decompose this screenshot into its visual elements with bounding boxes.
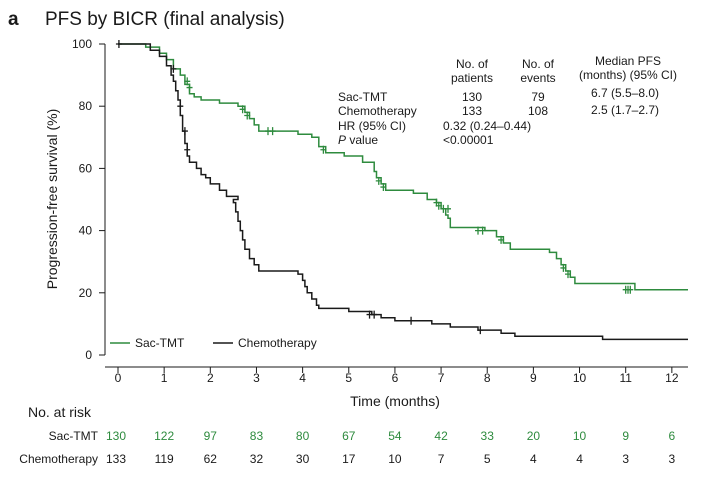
sac-tmt-censor-mark [239, 105, 246, 114]
sac-tmt-censor-mark [244, 111, 251, 120]
chemotherapy-at-risk-value: 133 [106, 452, 126, 466]
sac-tmt-censor-mark [184, 77, 191, 86]
x-tick-label: 8 [484, 371, 491, 385]
chemotherapy-at-risk-value: 3 [622, 452, 629, 466]
x-tick-label: 3 [253, 371, 260, 385]
y-tick-label: 100 [72, 37, 92, 51]
chemotherapy-at-risk-value: 3 [669, 452, 676, 466]
stats-hr-label: HR (95% CI) [338, 119, 406, 133]
legend-label-sac: Sac-TMT [135, 336, 185, 350]
stats-events-sac: 79 [531, 90, 545, 104]
sac-tmt-censor-mark [479, 226, 486, 235]
chemotherapy-at-risk-value: 119 [155, 452, 174, 466]
stats-patients-sac: 130 [462, 90, 482, 104]
sac-tmt-censor-mark [269, 127, 276, 136]
risk-row-label-sac: Sac-TMT [49, 429, 99, 443]
x-tick-label: 5 [345, 371, 352, 385]
sac-tmt-censor-mark [627, 285, 634, 294]
header-events: No. of events [520, 57, 555, 85]
sac-tmt-at-risk-value: 80 [296, 429, 310, 443]
panel-letter: a [8, 9, 19, 30]
sac-tmt-at-risk-value: 6 [669, 429, 676, 443]
x-tick-label: 6 [392, 371, 399, 385]
sac-tmt-at-risk-value: 10 [573, 429, 587, 443]
sac-tmt-censor-mark [375, 176, 382, 185]
x-tick-label: 0 [115, 371, 122, 385]
chemotherapy-at-risk-value: 32 [250, 452, 264, 466]
header-median: Median PFS (months) (95% CI) [579, 54, 677, 82]
stats-p-label: P value [338, 133, 378, 147]
legend-label-chemo: Chemotherapy [238, 336, 317, 350]
sac-tmt-censor-mark [186, 83, 193, 92]
sac-tmt-at-risk-value: 130 [106, 429, 126, 443]
chemotherapy-censor-mark [408, 316, 415, 325]
risk-table-title: No. at risk [28, 404, 92, 420]
x-axis-label: Time (months) [350, 393, 440, 409]
stats-hr-value: 0.32 (0.24–0.44) [443, 119, 531, 133]
chemotherapy-censor-mark [477, 326, 484, 335]
chemotherapy-censor-mark [181, 127, 188, 136]
y-tick-label: 60 [79, 161, 93, 175]
x-tick-label: 10 [573, 371, 587, 385]
stats-row-label-sac: Sac-TMT [338, 90, 388, 104]
chemotherapy-censor-mark [177, 102, 184, 111]
censor-marks [115, 40, 634, 335]
stats-patients-chemo: 133 [462, 104, 482, 118]
chemotherapy-censor-mark [371, 310, 378, 319]
y-axis-label: Progression-free survival (%) [44, 109, 60, 290]
y-tick-label: 80 [79, 99, 93, 113]
risk-row-label-chemo: Chemotherapy [19, 452, 98, 466]
chart-title: PFS by BICR (final analysis) [45, 9, 285, 30]
sac-tmt-censor-mark [498, 235, 505, 244]
sac-tmt-censor-mark [445, 204, 451, 213]
sac-tmt-censor-mark [435, 201, 442, 210]
x-tick-label: 9 [530, 371, 537, 385]
chemotherapy-at-risk-value: 7 [438, 452, 445, 466]
chemotherapy-at-risk-value: 30 [296, 452, 310, 466]
sac-tmt-at-risk-value: 122 [154, 429, 174, 443]
header-patients: No. of patients [451, 57, 493, 85]
y-tick-label: 0 [85, 348, 92, 362]
sac-tmt-censor-mark [565, 270, 571, 279]
x-tick-label: 4 [299, 371, 306, 385]
sac-tmt-censor-mark [380, 183, 387, 192]
sac-tmt-at-risk-value: 54 [388, 429, 402, 443]
stats-median-chemo: 2.5 (1.7–2.7) [591, 103, 659, 117]
chemotherapy-at-risk-value: 10 [388, 452, 402, 466]
chemotherapy-censor-mark [170, 64, 177, 73]
stats-table: No. of patients No. of events Median PFS (m… [338, 54, 677, 147]
x-tick-label: 1 [161, 371, 168, 385]
sac-tmt-at-risk-value: 97 [204, 429, 218, 443]
stats-events-chemo: 108 [528, 104, 548, 118]
sac-tmt-at-risk-value: 33 [481, 429, 495, 443]
stats-row-label-chemo: Chemotherapy [338, 104, 417, 118]
sac-tmt-at-risk-value: 67 [342, 429, 356, 443]
sac-tmt-at-risk-value: 9 [622, 429, 629, 443]
stats-p-value: <0.00001 [443, 133, 494, 147]
x-tick-label: 11 [619, 371, 632, 385]
sac-tmt-curve [118, 43, 688, 291]
chemotherapy-at-risk-value: 5 [484, 452, 491, 466]
x-tick-label: 2 [207, 371, 214, 385]
chemotherapy-at-risk-value: 4 [576, 452, 583, 466]
sac-tmt-censor-mark [320, 145, 327, 154]
sac-tmt-at-risk-value: 83 [250, 429, 264, 443]
y-tick-label: 40 [79, 224, 93, 238]
sac-tmt-at-risk-value: 20 [527, 429, 541, 443]
x-tick-label: 12 [665, 371, 679, 385]
stats-median-sac: 6.7 (5.5–8.0) [591, 86, 659, 100]
chemotherapy-censor-mark [184, 145, 191, 154]
sac-tmt-censor-mark [560, 263, 567, 272]
y-tick-label: 20 [79, 286, 93, 300]
chemotherapy-at-risk-value: 62 [204, 452, 218, 466]
x-tick-label: 7 [438, 371, 445, 385]
sac-tmt-at-risk-value: 42 [434, 429, 448, 443]
chemotherapy-censor-mark [115, 40, 122, 48]
chemotherapy-at-risk-value: 17 [342, 452, 356, 466]
legend: Sac-TMT Chemotherapy [110, 336, 317, 350]
chemotherapy-at-risk-value: 4 [530, 452, 537, 466]
